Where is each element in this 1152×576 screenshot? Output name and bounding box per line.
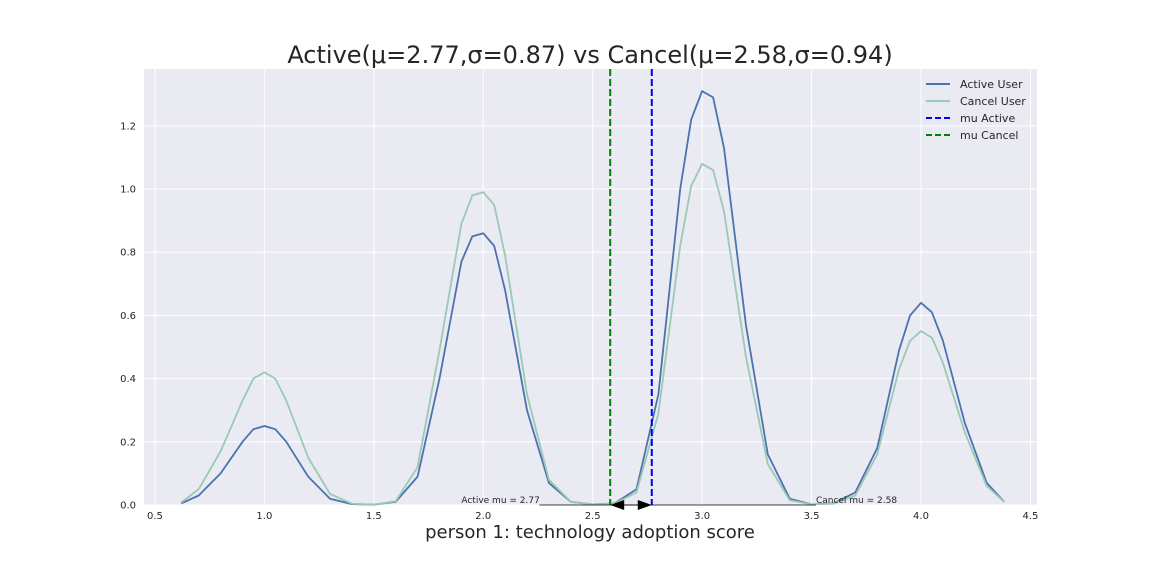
legend-label: mu Cancel <box>960 129 1018 142</box>
cancel-user-series-line <box>180 162 1005 506</box>
y-tick-label: 1.0 <box>120 185 136 196</box>
x-tick-label: 0.5 <box>147 511 163 522</box>
legend-label: Cancel User <box>960 95 1026 108</box>
annotations: Active mu = 2.77 Cancel mu = 2.58 <box>461 496 897 510</box>
y-tick-label: 0.8 <box>120 248 136 259</box>
x-tick-label: 2.5 <box>585 511 601 522</box>
y-tick-label: 0.6 <box>120 311 136 322</box>
x-tick-labels: 0.5 1.0 1.5 2.0 2.5 3.0 3.5 4.0 4.5 <box>147 511 1038 522</box>
legend-label: Active User <box>960 78 1023 91</box>
series-lines <box>180 69 1005 506</box>
x-tick-label: 3.0 <box>694 511 710 522</box>
y-tick-label: 0.2 <box>120 437 136 448</box>
x-tick-label: 4.0 <box>913 511 929 522</box>
annotation-text: Active mu = 2.77 <box>461 496 539 506</box>
y-tick-label: 1.2 <box>120 121 136 132</box>
x-tick-label: 1.0 <box>256 511 272 522</box>
annotation-arrowhead <box>610 500 625 510</box>
legend: Active User Cancel User mu Active mu Cancel <box>926 78 1026 142</box>
y-tick-label: 0.0 <box>120 501 136 512</box>
x-tick-label: 4.5 <box>1022 511 1038 522</box>
x-tick-label: 1.5 <box>366 511 382 522</box>
x-tick-label: 3.5 <box>804 511 820 522</box>
grid <box>144 69 1037 506</box>
chart-title: Active(μ=2.77,σ=0.87) vs Cancel(μ=2.58,σ… <box>287 41 892 69</box>
x-tick-label: 2.0 <box>475 511 491 522</box>
legend-label: mu Active <box>960 112 1015 125</box>
annotation-text: Cancel mu = 2.58 <box>816 496 897 506</box>
x-axis-label: person 1: technology adoption score <box>425 522 755 543</box>
y-tick-labels: 0.0 0.2 0.4 0.6 0.8 1.0 1.2 <box>120 121 136 511</box>
y-tick-label: 0.4 <box>120 374 136 385</box>
plot-background <box>144 69 1037 505</box>
